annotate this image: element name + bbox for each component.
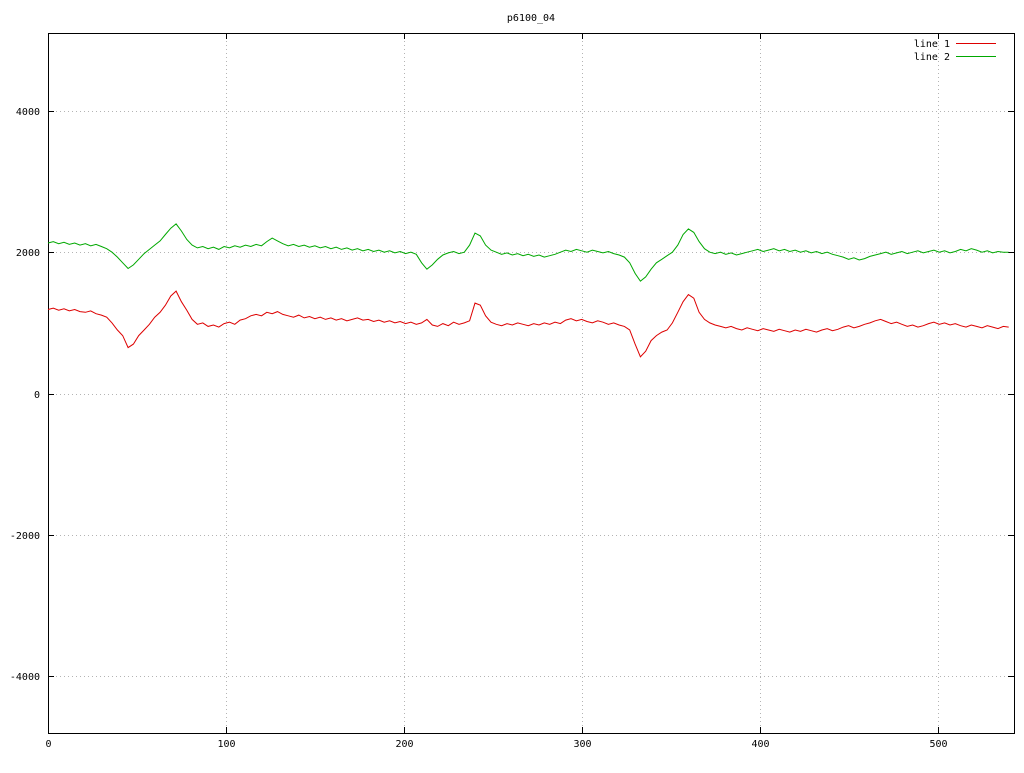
y-tick-label: -2000 (10, 531, 40, 542)
chart-title: p6100_04 (507, 13, 555, 24)
legend-label-line-1: line 1 (914, 39, 950, 50)
legend-label-line-2: line 2 (914, 52, 950, 63)
y-tick-label: -4000 (10, 672, 40, 683)
y-tick-label: 2000 (16, 248, 40, 259)
x-tick-label: 400 (751, 739, 769, 750)
x-tick-label: 200 (395, 739, 413, 750)
series-line-1 (47, 290, 1009, 358)
y-tick-label: 4000 (16, 107, 40, 118)
grid-layer: 0 100 200 300 400 500 -4000 -2000 0 2000 4000 (10, 33, 1015, 750)
x-tick-label: 500 (929, 739, 947, 750)
series-line-2 (47, 223, 1009, 282)
series-layer (47, 223, 1009, 358)
x-tick-label: 0 (45, 739, 51, 750)
y-tick-label: 0 (34, 390, 40, 401)
x-tick-label: 300 (573, 739, 591, 750)
legend: line 1 line 2 (914, 39, 996, 63)
plot-border (48, 33, 1015, 734)
x-tick-label: 100 (217, 739, 235, 750)
